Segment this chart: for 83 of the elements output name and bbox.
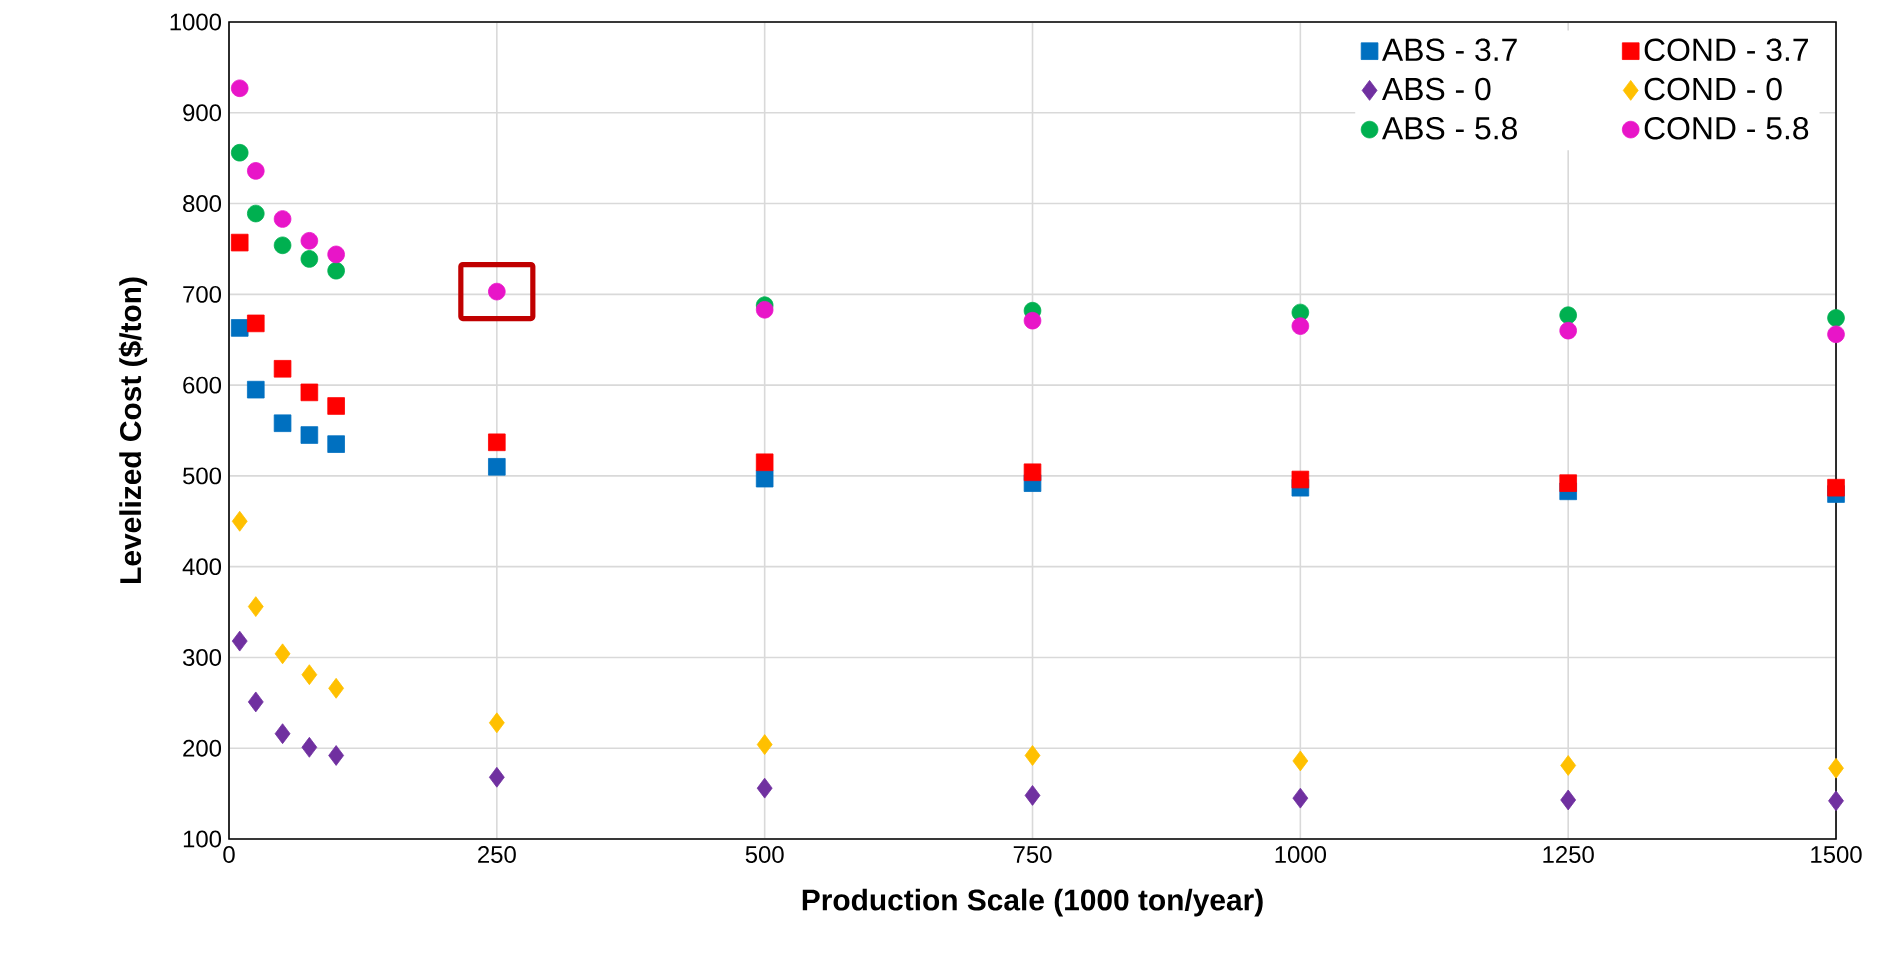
legend-label: COND - 3.7	[1644, 38, 1808, 62]
point	[1559, 306, 1577, 324]
point	[1560, 755, 1577, 776]
point	[230, 143, 249, 162]
point	[231, 630, 248, 652]
y-tick-label: 400	[182, 558, 222, 576]
point	[1024, 785, 1041, 806]
point	[247, 204, 265, 223]
point	[1023, 311, 1042, 330]
point	[230, 233, 249, 252]
legend-label: ABS - 0	[1381, 77, 1491, 101]
point	[247, 380, 265, 399]
point	[1559, 321, 1577, 340]
point	[273, 360, 292, 378]
legend-label: ABS - 3.7	[1381, 38, 1517, 62]
point	[274, 643, 291, 665]
point	[488, 458, 506, 476]
x-tick-label: 1500	[1811, 846, 1862, 863]
legend-label: COND - 0	[1644, 77, 1782, 101]
point	[756, 777, 773, 799]
point	[755, 453, 774, 472]
point	[247, 596, 264, 617]
legend-label: ABS - 5.8	[1381, 116, 1517, 140]
point	[230, 319, 249, 337]
point	[273, 414, 292, 433]
point	[301, 664, 318, 686]
point	[273, 236, 292, 255]
point	[488, 766, 505, 788]
point	[755, 301, 774, 319]
point	[327, 397, 345, 415]
point	[327, 245, 345, 264]
x-tick-label: 750	[1013, 846, 1052, 863]
point	[755, 469, 774, 488]
point	[1828, 790, 1844, 812]
point	[247, 162, 265, 180]
y-tick-label: 700	[183, 285, 222, 303]
point	[300, 232, 319, 250]
point	[247, 314, 265, 333]
point	[327, 435, 345, 453]
point	[247, 691, 264, 713]
point	[1292, 787, 1309, 809]
point	[1024, 745, 1041, 766]
point	[1827, 309, 1845, 327]
y-tick-label: 900	[183, 104, 222, 122]
y-tick-label: 600	[183, 376, 222, 394]
point	[1291, 470, 1310, 489]
y-tick-label: 500	[183, 467, 222, 485]
point	[301, 736, 318, 758]
y-axis-title: Levelized Cost ($/ton)	[118, 277, 148, 583]
x-tick-label: 1250	[1543, 846, 1594, 863]
point	[1559, 474, 1577, 492]
point	[230, 79, 249, 98]
point	[274, 723, 291, 745]
point	[328, 745, 345, 766]
y-tick-label: 200	[183, 739, 222, 757]
point	[488, 433, 506, 452]
point	[231, 510, 248, 532]
y-tick-label: 100	[183, 830, 222, 848]
point	[756, 734, 773, 755]
point	[327, 261, 345, 280]
point	[300, 383, 319, 402]
point	[300, 426, 319, 444]
point	[1023, 463, 1042, 482]
point	[1827, 478, 1845, 497]
point	[1292, 750, 1309, 772]
x-axis-title: Production Scale (1000 ton/year)	[802, 888, 1263, 917]
point	[273, 210, 292, 228]
point	[328, 677, 345, 699]
x-tick-label: 0	[223, 846, 235, 863]
point	[300, 250, 319, 268]
point	[1291, 317, 1310, 335]
point	[488, 712, 505, 734]
y-tick-label: 800	[183, 195, 222, 213]
y-tick-label: 1000	[170, 13, 222, 31]
legend-label: COND - 5.8	[1644, 116, 1809, 140]
y-tick-label: 300	[182, 648, 222, 666]
x-tick-label: 1000	[1275, 846, 1327, 863]
point	[1560, 789, 1577, 811]
point	[488, 282, 506, 301]
x-tick-label: 500	[745, 846, 784, 863]
point	[1827, 325, 1845, 344]
x-tick-label: 250	[478, 846, 516, 863]
point	[1828, 757, 1844, 779]
